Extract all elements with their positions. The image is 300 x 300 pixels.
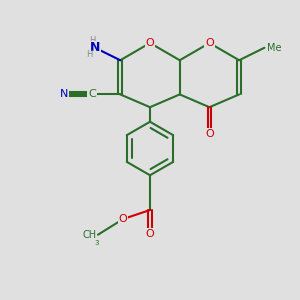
Text: O: O — [119, 214, 128, 224]
Text: Me: Me — [267, 43, 282, 53]
Text: O: O — [205, 129, 214, 139]
Text: O: O — [146, 229, 154, 239]
Text: O: O — [205, 38, 214, 48]
Text: C: C — [88, 89, 96, 99]
Text: N: N — [60, 89, 68, 99]
Text: N: N — [90, 41, 100, 54]
Text: 3: 3 — [94, 240, 99, 246]
Text: H: H — [89, 35, 96, 44]
Text: O: O — [146, 38, 154, 48]
Text: CH: CH — [82, 230, 97, 240]
Text: H: H — [86, 50, 93, 59]
